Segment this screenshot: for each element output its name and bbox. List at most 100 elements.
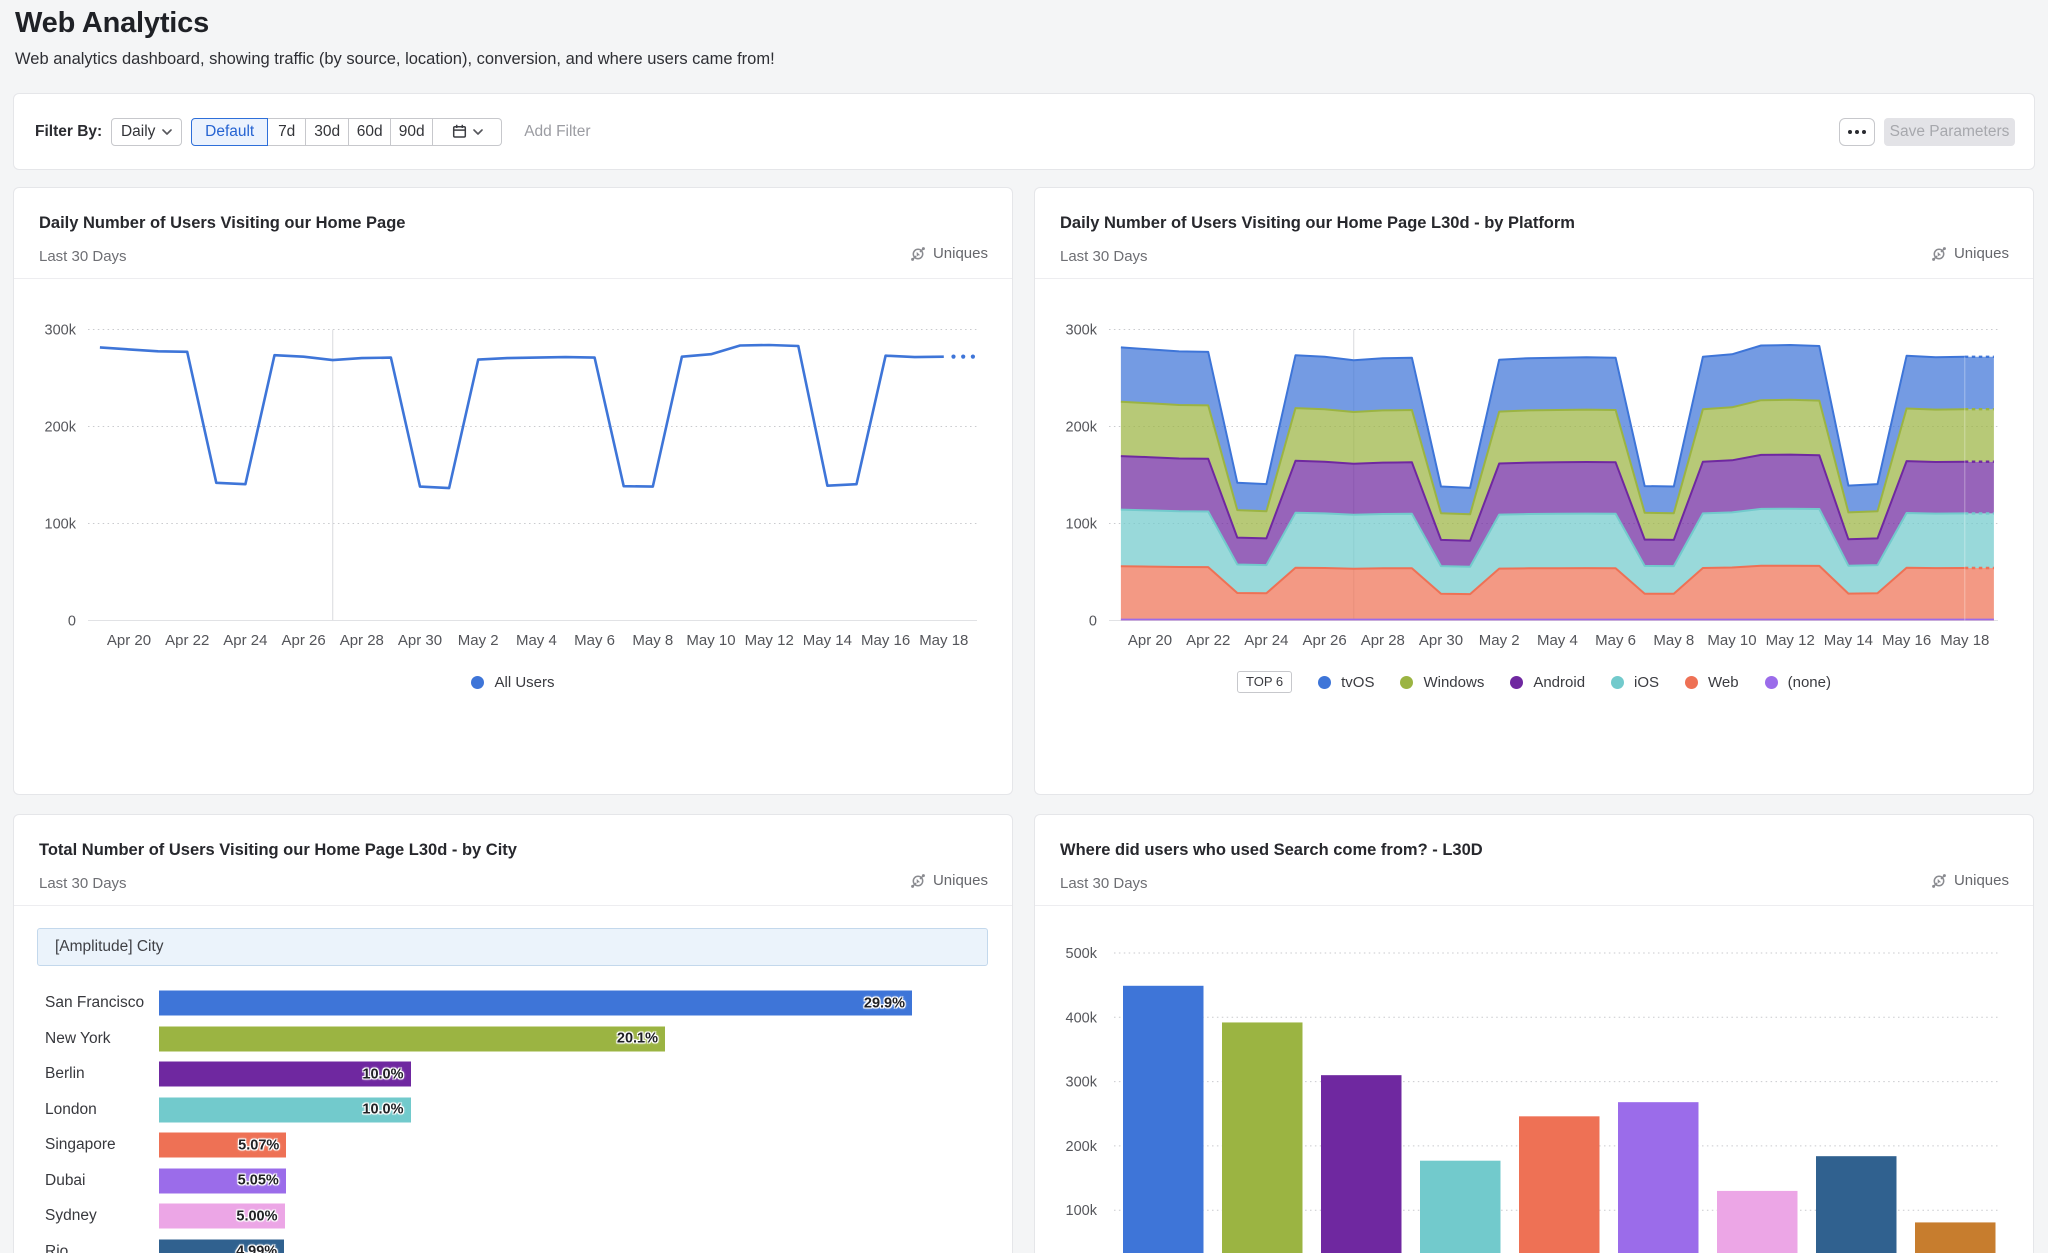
x-axis-label: Apr 20 — [1128, 632, 1172, 649]
chart-legend: All Users — [14, 669, 1012, 695]
legend-swatch — [1611, 675, 1625, 689]
x-axis-label: May 16 — [1882, 632, 1931, 649]
page-title: Web Analytics — [15, 7, 210, 39]
x-axis-label: May 14 — [803, 632, 852, 649]
legend-item--none-[interactable]: (none) — [1764, 673, 1831, 691]
filter-bar: Filter By: Daily Default 7d 30d 60d 90d Add … — [13, 93, 2035, 170]
preset-30d[interactable]: 30d — [306, 117, 350, 146]
area-fill-android — [1120, 454, 1994, 567]
city-bar[interactable]: 20.1% — [158, 1026, 665, 1052]
save-parameters-button[interactable]: Save Parameters — [1884, 117, 2015, 146]
x-axis-label: Apr 22 — [1186, 632, 1230, 649]
search-source-bar-6[interactable] — [1618, 1102, 1699, 1253]
legend-label: Web — [1708, 673, 1739, 691]
y-axis-label: 400k — [1066, 1010, 1098, 1026]
search-source-bar-9[interactable] — [1915, 1222, 1996, 1253]
add-filter-button[interactable]: Add Filter — [524, 122, 591, 140]
page-subtitle: Web analytics dashboard, showing traffic… — [15, 50, 775, 68]
city-value-label: 20.1% — [616, 1030, 658, 1047]
line-series-all-users — [99, 343, 944, 490]
uniques-metric[interactable]: Uniques — [910, 872, 988, 889]
legend-item-ios[interactable]: iOS — [1611, 674, 1659, 691]
filter-bar-actions: Save Parameters — [1839, 117, 2015, 146]
search-source-bar-8[interactable] — [1816, 1156, 1897, 1253]
city-bar[interactable]: 10.0% — [158, 1061, 411, 1087]
chart-title: Where did users who used Search come fro… — [1060, 841, 1483, 859]
city-bar[interactable]: 29.9% — [158, 990, 912, 1016]
bar-chart-search-sources[interactable]: 100k 200k 300k 400k 500k — [1035, 815, 2034, 1253]
search-source-bar-7[interactable] — [1717, 1190, 1798, 1253]
uniques-metric[interactable]: Uniques — [1931, 872, 2009, 889]
city-bar[interactable]: 5.07% — [158, 1132, 287, 1158]
preset-90d[interactable]: 90d — [391, 117, 434, 146]
city-row-sydney: Sydney 5.00% — [14, 1198, 1012, 1234]
line-chart-daily-users[interactable]: 0 100k 200k 300k Apr 20 Apr 22 Apr 24 Apr 26 Apr… — [14, 188, 1013, 795]
legend-top6-badge[interactable]: TOP 6 — [1237, 671, 1293, 693]
card-header: Daily Number of Users Visiting our Home … — [1035, 188, 2033, 279]
more-options-button[interactable] — [1839, 117, 1875, 146]
x-axis-label: May 16 — [861, 632, 910, 649]
city-row-new-york: New York 20.1% — [14, 1021, 1012, 1057]
line-series-incomplete-dot — [951, 354, 956, 359]
search-source-bar-3[interactable] — [1321, 1075, 1402, 1253]
search-source-bar-4[interactable] — [1420, 1160, 1501, 1253]
legend-label: Windows — [1423, 673, 1485, 691]
x-axis-label: Apr 30 — [398, 632, 442, 649]
uniques-icon — [911, 246, 925, 261]
chart-date-range: Last 30 Days — [1060, 875, 1148, 892]
uniques-icon — [1932, 873, 1946, 888]
x-axis-label: May 10 — [1707, 632, 1756, 649]
area-fill-web — [1120, 565, 1994, 621]
legend-item-android[interactable]: Android — [1510, 674, 1585, 691]
x-axis-label: May 4 — [1537, 632, 1578, 649]
uniques-metric[interactable]: Uniques — [910, 245, 988, 262]
city-row-san-francisco: San Francisco 29.9% — [14, 985, 1012, 1021]
x-axis-label: May 6 — [1595, 632, 1636, 649]
calendar-icon — [452, 124, 466, 138]
search-source-bar-1[interactable] — [1123, 985, 1204, 1253]
legend-item-tvos[interactable]: tvOS — [1318, 674, 1374, 691]
chart-date-range: Last 30 Days — [39, 248, 127, 265]
city-value-label: 5.05% — [237, 1172, 279, 1189]
y-axis-label: 0 — [1089, 614, 1097, 630]
preset-default[interactable]: Default — [191, 117, 269, 146]
city-name: Dubai — [45, 1171, 86, 1189]
search-source-bar-2[interactable] — [1222, 1022, 1303, 1253]
uniques-metric[interactable]: Uniques — [1931, 245, 2009, 262]
city-groupby-field[interactable]: [Amplitude] City — [37, 928, 988, 966]
legend-swatch — [1764, 675, 1778, 689]
uniques-label: Uniques — [932, 245, 988, 262]
search-source-bar-5[interactable] — [1519, 1116, 1600, 1253]
y-axis-label: 300k — [45, 323, 77, 339]
legend-label: tvOS — [1341, 673, 1375, 691]
legend-label: iOS — [1634, 673, 1660, 691]
x-axis-label: Apr 20 — [107, 632, 151, 649]
x-axis-label: May 8 — [1653, 632, 1694, 649]
legend-label: (none) — [1787, 673, 1831, 691]
city-bar[interactable]: 10.0% — [158, 1097, 411, 1123]
area-chart-by-platform[interactable]: 0 100k 200k 300k Apr 20 Apr 22 Apr 24 Apr 26 Apr… — [1035, 188, 2034, 795]
calendar-button[interactable] — [433, 117, 503, 146]
interval-dropdown[interactable]: Daily — [111, 117, 183, 146]
line-series-incomplete-dot — [961, 354, 966, 359]
x-axis-label: Apr 28 — [1361, 632, 1405, 649]
x-axis-label: May 12 — [1766, 632, 1815, 649]
legend-item-windows[interactable]: Windows — [1400, 674, 1484, 691]
city-row-berlin: Berlin 10.0% — [14, 1056, 1012, 1092]
chart-legend: TOP 6 tvOS Windows Android iOS Web (none) — [1035, 669, 2033, 695]
x-axis-label: May 4 — [516, 632, 557, 649]
city-bar[interactable]: 5.00% — [158, 1203, 285, 1229]
preset-7d[interactable]: 7d — [268, 117, 307, 146]
ellipsis-icon — [1848, 129, 1852, 134]
city-name: New York — [45, 1029, 111, 1047]
city-bar[interactable]: 5.05% — [158, 1168, 286, 1194]
legend-swatch — [1400, 675, 1414, 689]
y-axis-label: 100k — [45, 517, 77, 533]
legend-item-web[interactable]: Web — [1685, 674, 1739, 691]
preset-60d[interactable]: 60d — [349, 117, 392, 146]
city-bar[interactable]: 4.99% — [158, 1239, 285, 1253]
legend-item-all-users[interactable]: All Users — [471, 674, 555, 691]
legend-swatch — [1318, 675, 1332, 689]
city-value-label: 5.07% — [238, 1137, 280, 1154]
interval-dropdown-value: Daily — [120, 122, 156, 140]
